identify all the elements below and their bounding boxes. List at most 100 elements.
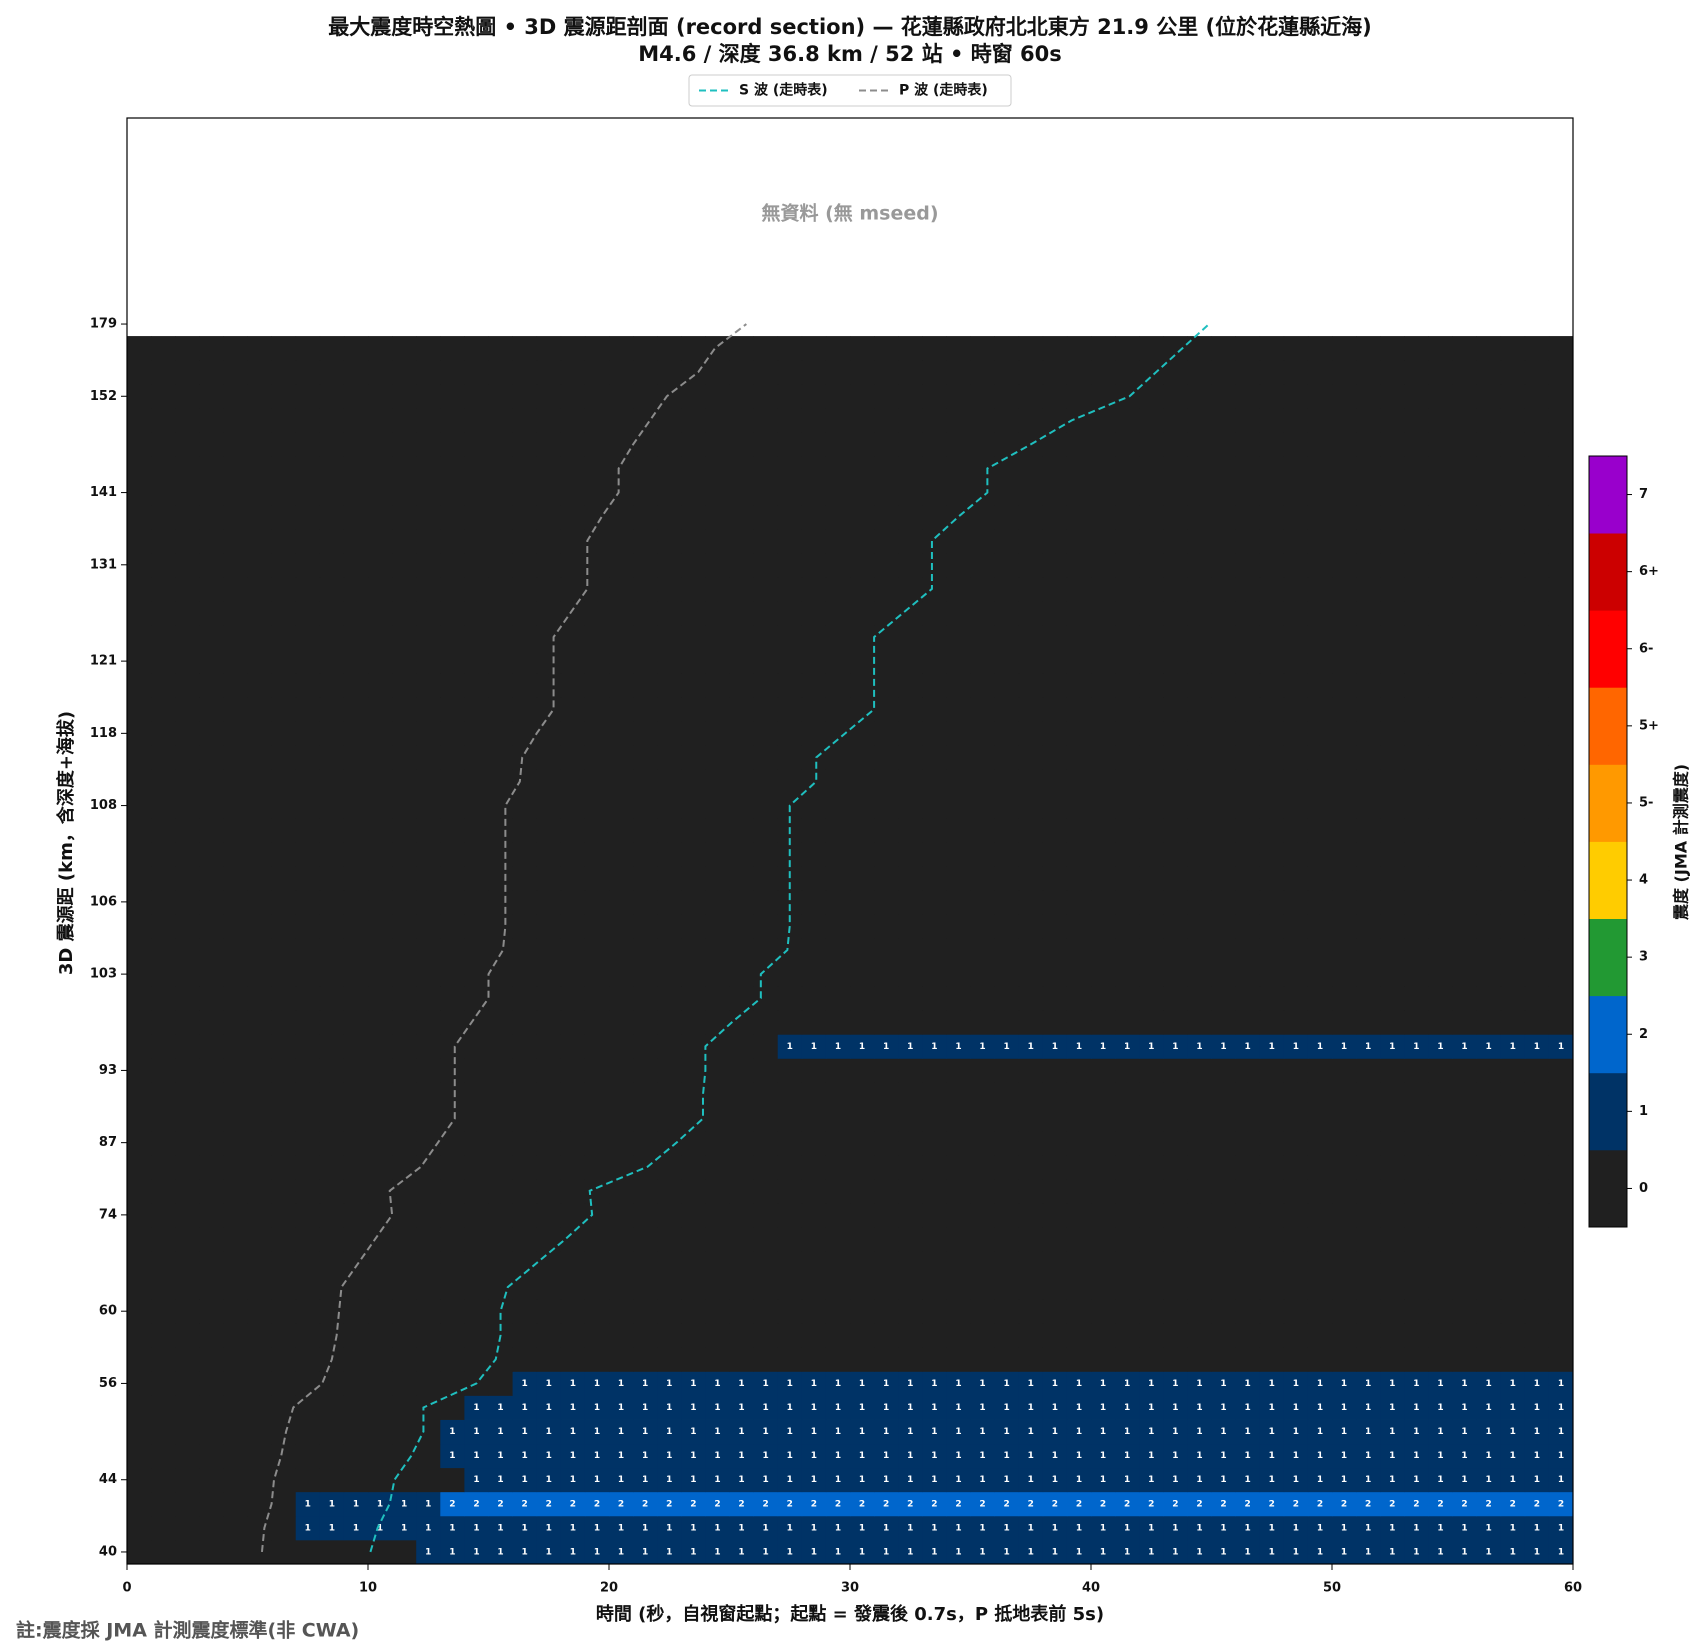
heat-cell <box>681 1275 706 1300</box>
cell-label: 1 <box>1413 1547 1419 1557</box>
heat-cell <box>223 1251 248 1276</box>
heat-cell <box>1091 1130 1116 1156</box>
heat-cell <box>801 1106 827 1132</box>
cell-label: 1 <box>955 1427 961 1437</box>
heat-cell <box>825 1395 851 1420</box>
heat-cell <box>1259 1202 1285 1228</box>
heat-cell <box>1428 793 1453 819</box>
heat-cell <box>801 528 827 554</box>
heat-cell <box>1187 360 1212 385</box>
heat-cell <box>970 1106 995 1132</box>
heat-cell <box>512 841 538 867</box>
heat-cell <box>1500 528 1526 554</box>
heat-cell <box>681 1539 706 1565</box>
heat-cell <box>1428 336 1453 361</box>
heat-cell <box>777 600 803 626</box>
cell-label: 2 <box>1148 1499 1154 1509</box>
heat-cell <box>1524 721 1550 746</box>
heat-cell <box>1524 1395 1550 1420</box>
heat-cell <box>175 1034 200 1059</box>
cell-label: 2 <box>738 1499 744 1509</box>
cell-label: 1 <box>1558 1523 1564 1533</box>
colorbar-tick-label: 3 <box>1639 950 1648 965</box>
heat-cell <box>753 336 779 361</box>
heat-cell <box>488 913 513 939</box>
heat-cell <box>1307 1178 1333 1204</box>
heat-cell <box>1091 1178 1116 1204</box>
heat-cell <box>1404 1491 1429 1517</box>
heat-cell <box>247 1251 272 1276</box>
heat-cell <box>729 504 754 530</box>
heat-cell <box>1476 360 1502 385</box>
heat-cell <box>657 1058 682 1083</box>
heat-cell <box>464 841 489 867</box>
heat-cell <box>825 721 851 746</box>
heat-cell <box>609 1178 634 1204</box>
heat-cell <box>1211 793 1236 819</box>
heat-cell <box>609 576 634 602</box>
heat-cell <box>343 986 369 1011</box>
heat-cell <box>705 1082 730 1107</box>
heat-cell <box>1428 817 1453 843</box>
heat-cell <box>1500 1034 1526 1059</box>
heat-cell <box>1163 1419 1188 1445</box>
heat-cell <box>970 1419 995 1445</box>
heat-cell <box>1428 1347 1453 1372</box>
heat-cell <box>850 1106 875 1132</box>
heat-cell <box>368 600 393 626</box>
heat-cell <box>729 745 754 770</box>
heat-cell <box>1163 1371 1188 1396</box>
cell-label: 1 <box>979 1427 985 1437</box>
heat-cell <box>295 1202 321 1228</box>
heat-cell <box>1380 600 1405 626</box>
heat-cell <box>609 1347 634 1372</box>
heat-cell <box>1139 360 1164 385</box>
heat-cell <box>1091 769 1116 794</box>
heat-cell <box>464 649 489 674</box>
heat-cell <box>175 1106 200 1132</box>
heat-cell <box>560 432 586 457</box>
heat-cell <box>175 865 200 891</box>
heat-cell <box>1211 1371 1236 1396</box>
heat-cell <box>1332 1106 1357 1132</box>
heat-cell <box>1115 938 1140 963</box>
heat-cell <box>151 1106 176 1132</box>
heat-cell <box>416 552 441 578</box>
heat-cell <box>1163 528 1188 554</box>
heat-cell <box>536 1034 562 1059</box>
cell-label: 1 <box>763 1475 769 1485</box>
heat-cell <box>609 986 634 1011</box>
heat-cell <box>536 480 562 506</box>
heat-cell <box>777 1467 803 1493</box>
cell-label: 1 <box>1004 1451 1010 1461</box>
heat-cell <box>175 721 200 746</box>
cell-label: 1 <box>1413 1427 1419 1437</box>
cell-label: 1 <box>1558 1403 1564 1413</box>
cell-label: 1 <box>1486 1427 1492 1437</box>
cell-label: 1 <box>1317 1427 1323 1437</box>
heat-cell <box>1163 1491 1188 1517</box>
colorbar-swatch <box>1589 1072 1627 1151</box>
heat-cell <box>777 938 803 963</box>
heat-cell <box>657 1539 682 1565</box>
heat-cell <box>151 1034 176 1059</box>
heat-cell <box>1524 1323 1550 1348</box>
heat-cell <box>1476 1275 1502 1300</box>
cell-label: 2 <box>763 1499 769 1509</box>
heat-cell <box>295 986 321 1011</box>
heat-cell <box>416 1275 441 1300</box>
heat-cell <box>825 1130 851 1156</box>
cell-label: 1 <box>835 1523 841 1533</box>
heat-cell <box>271 697 297 722</box>
heat-cell <box>657 673 682 698</box>
heat-cell <box>1548 456 1574 481</box>
heat-cell <box>440 456 465 481</box>
heat-cell <box>1283 1419 1309 1445</box>
cell-label: 1 <box>1269 1475 1275 1485</box>
heat-cell <box>1500 938 1526 963</box>
heat-cell <box>1163 1010 1188 1035</box>
heat-cell <box>1187 1178 1212 1204</box>
heat-cell <box>127 576 152 602</box>
cell-label: 1 <box>666 1379 672 1389</box>
heat-cell <box>1356 408 1381 433</box>
